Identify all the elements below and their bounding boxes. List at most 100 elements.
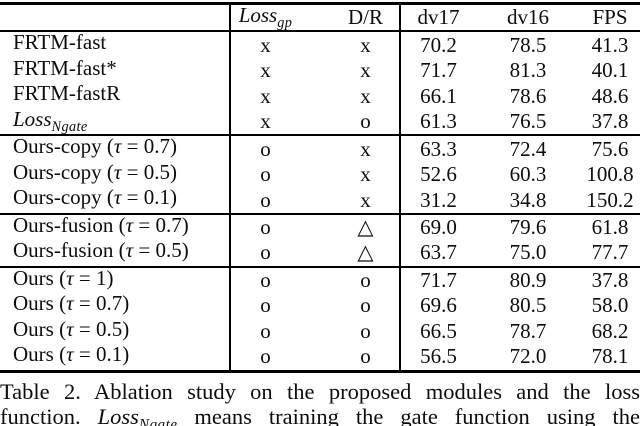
dv17-value: 70.2: [420, 32, 457, 57]
table-row: FRTM-fastR x x 66.1 78.6 48.6: [0, 83, 640, 109]
dv17-value: 69.0: [420, 214, 457, 239]
row-label: FRTM-fast: [0, 31, 231, 58]
loss-gp-mark: o: [260, 214, 271, 239]
row-label: FRTM-fast*: [0, 57, 231, 84]
dr-mark: △: [300, 213, 401, 241]
fps-value: 150.2: [586, 187, 634, 212]
dv16-value: 78.7: [509, 318, 547, 343]
row-label: Ours (τ = 0.5): [0, 318, 231, 345]
dv17-value: 52.6: [420, 162, 457, 187]
table-row: Ours-copy (τ = 0.7) o x 63.3 72.4 75.6: [0, 135, 640, 162]
group-ours-fusion: Ours-fusion (τ = 0.7) o △ 69.0 79.6 61.8…: [0, 213, 640, 267]
loss-gp-mark: o: [260, 136, 271, 161]
row-label: FRTM-fastR: [0, 83, 231, 109]
header-dr: D/R: [300, 3, 401, 32]
row-label: Ours-copy (τ = 0.5): [0, 161, 231, 188]
dv16-value: 80.9: [509, 267, 547, 292]
row-label: LossNgate: [0, 108, 231, 136]
table-row: FRTM-fast* x x 71.7 81.3 40.1: [0, 57, 640, 84]
dv17-value: 66.1: [420, 83, 457, 108]
dr-mark: x: [300, 31, 401, 58]
table-row: Ours-copy (τ = 0.5) o x 52.6 60.3 100.8: [0, 161, 640, 188]
dr-mark: x: [300, 83, 401, 109]
dv17-value: 63.3: [420, 136, 457, 161]
dv16-value: 60.3: [509, 162, 547, 187]
dr-mark: △: [300, 240, 401, 267]
loss-gp-mark: o: [260, 240, 271, 265]
loss-gp-mark: o: [260, 267, 271, 292]
dv17-value: 66.5: [420, 318, 457, 343]
fps-value: 58.0: [591, 293, 629, 318]
table-row: Ours (τ = 0.1) o o 56.5 72.0 78.1: [0, 344, 640, 372]
dv16-value: 78.5: [509, 32, 547, 57]
row-label: Ours-fusion (τ = 0.7): [0, 213, 231, 241]
fps-value: 68.2: [591, 318, 629, 343]
dr-mark: o: [300, 293, 401, 319]
loss-gp-mark: o: [260, 293, 271, 318]
dr-mark: o: [300, 108, 401, 136]
table-caption: Table 2. Ablation study on the proposed …: [0, 379, 640, 426]
dr-mark: x: [300, 57, 401, 84]
dv17-value: 69.6: [420, 293, 457, 318]
fps-value: 78.1: [591, 344, 629, 369]
fps-value: 48.6: [591, 83, 629, 108]
header-empty-cell: [0, 3, 231, 32]
dv17-value: 71.7: [420, 58, 457, 83]
loss-gp-mark: x: [260, 32, 271, 57]
row-label: Ours (τ = 0.7): [0, 293, 231, 319]
dr-mark: x: [300, 187, 401, 214]
header-fps: FPS: [592, 5, 628, 30]
dv16-value: 81.3: [509, 58, 547, 83]
loss-gp-mark: o: [260, 344, 271, 369]
group-ours: Ours (τ = 1) o o 71.7 80.9 37.8 Ours (τ …: [0, 266, 640, 372]
dv16-value: 75.0: [509, 240, 547, 265]
fps-value: 41.3: [591, 32, 629, 57]
fps-value: 100.8: [586, 162, 634, 187]
loss-gp-mark: x: [260, 58, 271, 83]
table-row: FRTM-fast x x 70.2 78.5 41.3: [0, 31, 640, 58]
loss-gp-mark: x: [260, 83, 271, 108]
row-label: Ours-fusion (τ = 0.5): [0, 240, 231, 267]
loss-gp-mark: x: [260, 109, 271, 134]
dv16-value: 72.0: [509, 344, 547, 369]
dv16-value: 79.6: [509, 214, 547, 239]
dr-mark: o: [300, 266, 401, 294]
fps-value: 77.7: [591, 240, 629, 265]
row-label: Ours (τ = 0.1): [0, 344, 231, 372]
fps-value: 37.8: [591, 109, 629, 134]
loss-gp-mark: o: [260, 162, 271, 187]
dr-mark: o: [300, 318, 401, 345]
group-ours-copy: Ours-copy (τ = 0.7) o x 63.3 72.4 75.6 O…: [0, 135, 640, 214]
table-row: Ours-copy (τ = 0.1) o x 31.2 34.8 150.2: [0, 187, 640, 214]
dv17-value: 71.7: [420, 267, 457, 292]
table-row: Ours-fusion (τ = 0.7) o △ 69.0 79.6 61.8: [0, 213, 640, 241]
group-baselines: FRTM-fast x x 70.2 78.5 41.3 FRTM-fast* …: [0, 31, 640, 136]
table-row: Ours (τ = 0.5) o o 66.5 78.7 68.2: [0, 318, 640, 345]
table-header-row: Lossgp D/R dv17 dv16 FPS: [0, 3, 640, 32]
header-dv17: dv17: [417, 5, 460, 30]
row-label: Ours (τ = 1): [0, 266, 231, 294]
dv17-value: 31.2: [420, 187, 457, 212]
fps-value: 37.8: [591, 267, 629, 292]
header-loss-gp: Lossgp: [238, 3, 293, 32]
caption-line-1: Table 2. Ablation study on the proposed …: [0, 378, 640, 404]
dr-mark: x: [300, 135, 401, 162]
dv17-value: 56.5: [420, 344, 457, 369]
header-dv16: dv16: [507, 5, 549, 30]
table-row: Ours (τ = 1) o o 71.7 80.9 37.8: [0, 266, 640, 294]
row-label: Ours-copy (τ = 0.1): [0, 187, 231, 214]
ablation-results-table: Lossgp D/R dv17 dv16 FPS FRTM-fast x x 7…: [0, 2, 640, 373]
dv16-value: 76.5: [509, 109, 547, 134]
dv16-value: 78.6: [509, 83, 547, 108]
dv17-value: 61.3: [420, 109, 457, 134]
dr-mark: x: [300, 161, 401, 188]
table-row: Ours-fusion (τ = 0.5) o △ 63.7 75.0 77.7: [0, 240, 640, 267]
table-row: Ours (τ = 0.7) o o 69.6 80.5 58.0: [0, 293, 640, 319]
loss-gp-mark: o: [260, 318, 271, 343]
caption-line-2: function. LossNgate means training the g…: [0, 403, 640, 426]
fps-value: 75.6: [591, 136, 629, 161]
dv17-value: 63.7: [420, 240, 457, 265]
loss-gp-mark: o: [260, 187, 271, 212]
fps-value: 61.8: [591, 214, 629, 239]
dv16-value: 34.8: [509, 187, 547, 212]
